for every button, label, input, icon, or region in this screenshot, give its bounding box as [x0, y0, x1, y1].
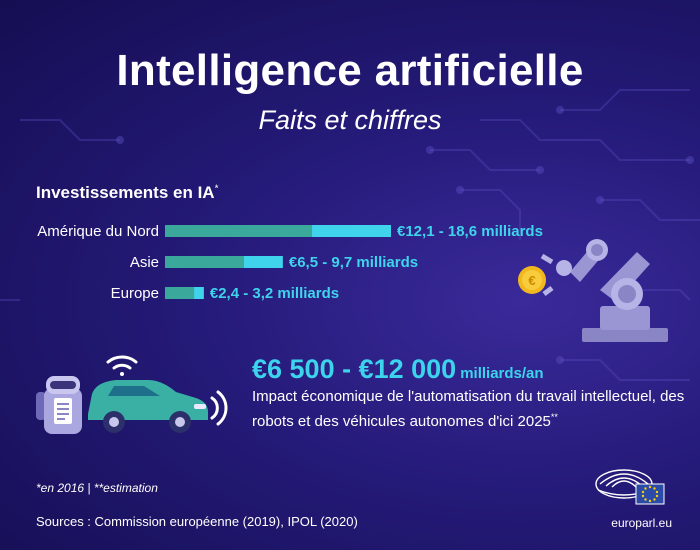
bar-min [165, 256, 244, 268]
bar-min [165, 287, 195, 299]
euro-coin-icon: € [518, 266, 546, 294]
page-title: Intelligence artificielle [116, 46, 584, 95]
brand-link[interactable]: europarl.eu [611, 516, 672, 530]
robot-car-illustration [36, 355, 228, 434]
svg-text:€: € [528, 273, 535, 288]
impact-range-unit: milliards/an [460, 365, 544, 382]
robot-icon [36, 376, 82, 434]
page-subtitle: Faits et chiffres [258, 105, 442, 135]
category-label: Europe [111, 285, 159, 302]
robot-arm-icon: € [518, 239, 668, 342]
data-label: €2,4 - 3,2 milliards [210, 285, 339, 302]
impact-range-value: €6 500 - €12 000 [252, 354, 457, 384]
car-icon [88, 380, 208, 433]
bar-min [165, 225, 313, 237]
sources: Sources : Commission européenne (2019), … [36, 514, 358, 529]
impact-range: €6 500 - €12 000 milliards/an [252, 354, 544, 385]
chart-title: Investissements en IA* [36, 183, 218, 203]
chart-title-text: Investissements en IA [36, 183, 215, 202]
category-label: Asie [130, 254, 159, 271]
data-label: €12,1 - 18,6 milliards [397, 223, 543, 240]
footnote: *en 2016 | **estimation [36, 481, 158, 495]
data-label: €6,5 - 9,7 milliards [289, 254, 418, 271]
investment-bar-chart: Amérique du Nord €12,1 - 18,6 milliards As… [37, 223, 543, 302]
european-parliament-logo [595, 469, 665, 505]
category-label: Amérique du Nord [37, 223, 159, 240]
impact-description: Impact économique de l'automatisation du… [252, 386, 692, 432]
impact-description-text: Impact économique de l'automatisation du… [252, 388, 685, 430]
chart-title-footnote-mark: * [214, 183, 219, 195]
wifi-icon [106, 355, 138, 376]
impact-footnote-mark: ** [550, 412, 558, 422]
